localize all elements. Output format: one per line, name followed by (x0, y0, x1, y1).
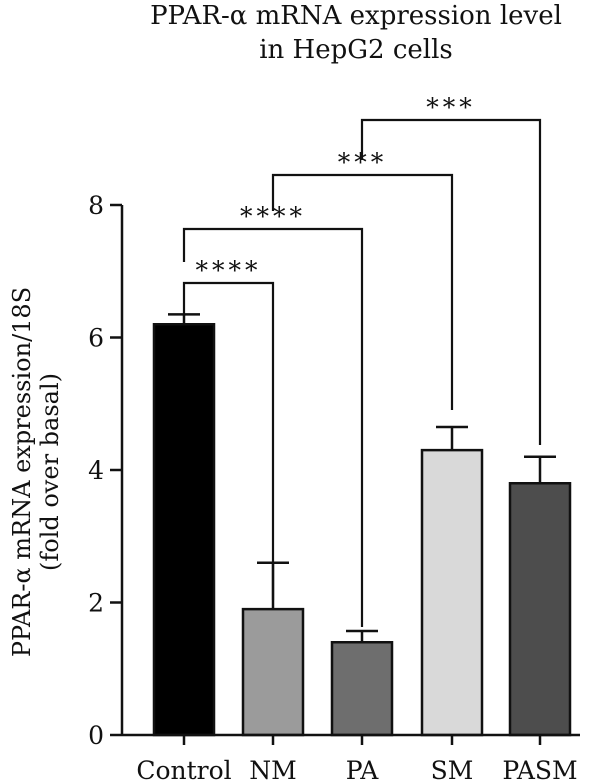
x-tick-label-pa: PA (346, 756, 380, 782)
bar-sm (420, 448, 484, 737)
x-tick-label-control: Control (136, 756, 231, 782)
y-tick-label-2: 2 (88, 589, 104, 618)
significance-bracket-1 (182, 281, 275, 600)
x-tick-label-pasm: PASM (502, 756, 577, 782)
y-tick-label-8: 8 (88, 191, 104, 220)
significance-label-1: **** (196, 256, 262, 285)
significance-bracket-3 (271, 173, 454, 410)
y-tick-label-6: 6 (88, 324, 104, 353)
bar-pasm (508, 482, 572, 737)
x-tick-label-nm: NM (249, 756, 296, 782)
bar-control (152, 323, 216, 737)
chart-title-line-2: in HepG2 cells (259, 35, 453, 65)
significance-bracket-2 (182, 227, 364, 627)
significance-bracket-4 (360, 118, 542, 445)
y-tick-label-4: 4 (88, 456, 104, 485)
bar-pa (330, 641, 394, 737)
x-tick-label-sm: SM (431, 756, 474, 782)
significance-label-2: **** (240, 202, 306, 231)
significance-label-3: *** (338, 148, 388, 177)
significance-label-4: *** (426, 93, 476, 122)
bar-nm (241, 607, 305, 737)
y-tick-label-0: 0 (88, 721, 104, 750)
chart-title-line-1: PPAR-α mRNA expression level (150, 1, 562, 31)
y-axis-label-line-1: PPAR-α mRNA expression/18S (8, 287, 36, 657)
y-axis-label-line-2: (fold over basal) (36, 373, 64, 571)
